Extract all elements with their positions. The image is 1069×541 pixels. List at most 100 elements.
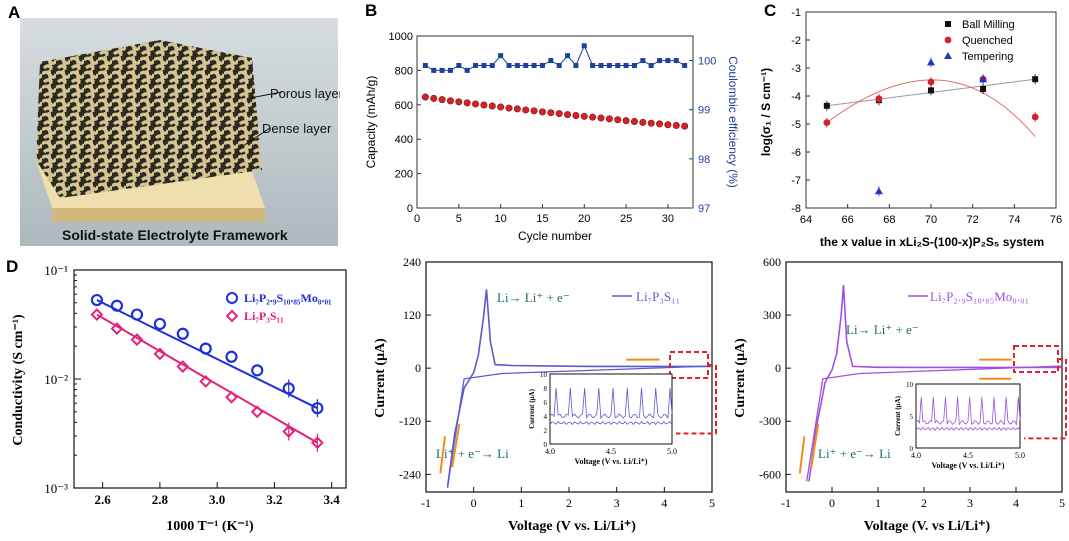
panel-d-xtick-label: 2.6 [95,492,112,507]
panel-d-chart: D 1000 T⁻¹ (K⁻¹) Conductivity (S cm⁻¹) 2… [6,257,347,534]
panel-b-capacity-point [538,108,546,116]
panel-d-xtick-label: 3.0 [209,492,225,507]
panel-b-efficiency-point [673,58,679,64]
panel-b-capacity-point [589,113,597,121]
panel-c-quenched-point [875,95,883,103]
svgF-xtick-label: 0 [829,496,835,510]
panel-d-mo-point [90,293,104,307]
panel-d-mo-point [130,308,144,321]
svgF-inset-xtick-label: 4.0 [911,451,921,460]
panel-c-legend-label: Ball Milling [962,19,1015,31]
svgF-ytick-label: 300 [763,308,781,322]
panel-d-mo-point [251,364,264,377]
svgE-ytick-label: -120 [399,414,421,428]
panel-f-chart: Voltage (V. vs Li/Li⁺) Current (μA) Li→ … [733,255,1067,534]
panel-b-ytick-left-label: 200 [395,169,413,181]
panel-c-ball-milling-point [928,87,934,94]
svgE-ytick-label: -240 [399,467,421,481]
panel-b-capacity-point [497,103,505,111]
svgF-xtick-label: 2 [921,496,927,510]
panel-d-li7p3s11-point [110,322,124,336]
panel-d-mo-point [225,350,238,363]
panel-b-efficiency-point [623,62,629,68]
panel-d-li7p3s11-point [199,375,213,388]
svgF-xtick-label: 3 [967,496,973,510]
panel-b-capacity-point [472,100,480,108]
svgE-inset-ytick-label: 4 [544,413,548,421]
panel-c-legend-marker [944,36,952,44]
panel-b-xtick-label: 20 [578,213,590,225]
panel-b-efficiency-point [456,62,462,68]
panel-d-ytick-label: 10⁻² [44,372,68,387]
svgE-xtick-label: 0 [471,496,477,510]
svgE-cv-reverse [446,365,713,488]
panel-c-tempering-point [874,187,883,195]
panel-e-ylabel: Current (μA) [373,338,388,418]
panel-c-legend-label: Quenched [962,35,1013,47]
panel-b-ylabel-right: Coulombic efficiency (%) [726,56,740,188]
panel-b-capacity-point [564,111,572,119]
panel-d-li7p3s11-point [225,390,238,404]
svgF-ytick-label: -600 [759,467,781,481]
panel-d-legend-label: Li₇P₂.₉S₁₀.₈₅Mo₀.₀₁ [244,291,332,305]
panel-b-capacity-point [656,120,664,128]
panel-b-ylabel-left: Capacity (mAh/g) [364,76,378,169]
panel-b-ytick-right-label: 97 [698,203,710,215]
panel-b-efficiency-point [682,62,688,68]
panel-b-capacity-point [438,96,446,104]
panel-d-ytick-label: 10⁻³ [44,481,68,496]
svgE-ytick-label: 0 [415,361,421,375]
svgE-inset-ytick-label: 6 [544,399,548,407]
svgF-xtick-label: -1 [781,496,791,510]
panel-c-legend-label: Tempering [962,51,1013,63]
panel-b-efficiency-point [422,62,428,68]
panel-b-efficiency-point [548,58,554,64]
panel-d-xtick-label: 3.4 [324,492,341,507]
svgE-inset-xtick-label: 4.5 [606,447,616,456]
porous-layer-label: Porous layer [270,86,340,101]
panel-f-ylabel: Current (μA) [733,338,748,418]
panel-d-mo-point [110,299,124,312]
svgE-inset-ylabel: Current (μA) [528,388,536,428]
panel-a-illustration: A Porous layer Dense layer Solid-state E… [8,3,344,246]
panel-b-capacity-point [480,101,488,109]
panel-b-capacity-point [639,118,647,126]
panel-e-chart: Voltage (V vs. Li/Li⁺) Current (μA) Li→ … [373,255,717,534]
panel-b-ytick-left-label: 800 [395,65,413,77]
panel-c-tempering-point [979,75,988,83]
panel-b-xtick-label: 15 [536,213,548,225]
svgF-inset-xlabel: Voltage (V vs. Li/Li⁺) [931,461,1004,470]
svgE-arrow-down [439,436,447,474]
panel-f: Voltage (V. vs Li/Li⁺) Current (μA) Li→ … [722,255,1069,536]
panel-b-capacity-point [455,98,463,106]
panel-b-capacity-point [463,99,471,107]
panel-c-quenched-point [927,78,935,86]
panel-c-ytick-label: -7 [791,175,801,187]
panel-c-ytick-label: -2 [791,35,801,47]
panel-b-capacity-point [681,122,689,130]
panel-b-efficiency-point [598,62,604,68]
svgE-cv-forward [446,289,712,488]
panel-b-ytick-left-label: 600 [395,100,413,112]
panel-b-efficiency-point [648,62,654,68]
panel-b-ytick-right-label: 99 [698,105,710,117]
panel-d-li7p3s11-point [250,405,264,419]
svgF-zoom-connector [1024,358,1067,440]
svgF-xtick-label: 1 [875,496,881,510]
svgE-inset-xtick-label: 5.0 [667,447,677,456]
svgE-inset-ytick-label: 0 [544,441,548,449]
svgF-cv-reverse [806,365,1063,482]
panel-b-ytick-right-label: 98 [698,154,710,166]
svgF-inset-xtick-label: 5.0 [1015,451,1025,460]
panel-b-efficiency-point [581,43,587,49]
panel-b-xtick-label: 10 [495,213,507,225]
panel-c-xtick-label: 72 [967,214,979,226]
panel-d-mo-point [176,327,189,340]
panel-b-efficiency-point [657,58,663,64]
panel-b-capacity-point [421,93,429,101]
panel-d-ylabel: Conductivity (S cm⁻¹) [11,314,26,446]
panel-c-ytick-label: -3 [791,63,801,75]
panel-b-efficiency-point [489,62,495,68]
panel-e-oxidation-label: Li→ Li⁺ + e⁻ [497,290,570,305]
panel-b-plot-frame [416,35,694,209]
